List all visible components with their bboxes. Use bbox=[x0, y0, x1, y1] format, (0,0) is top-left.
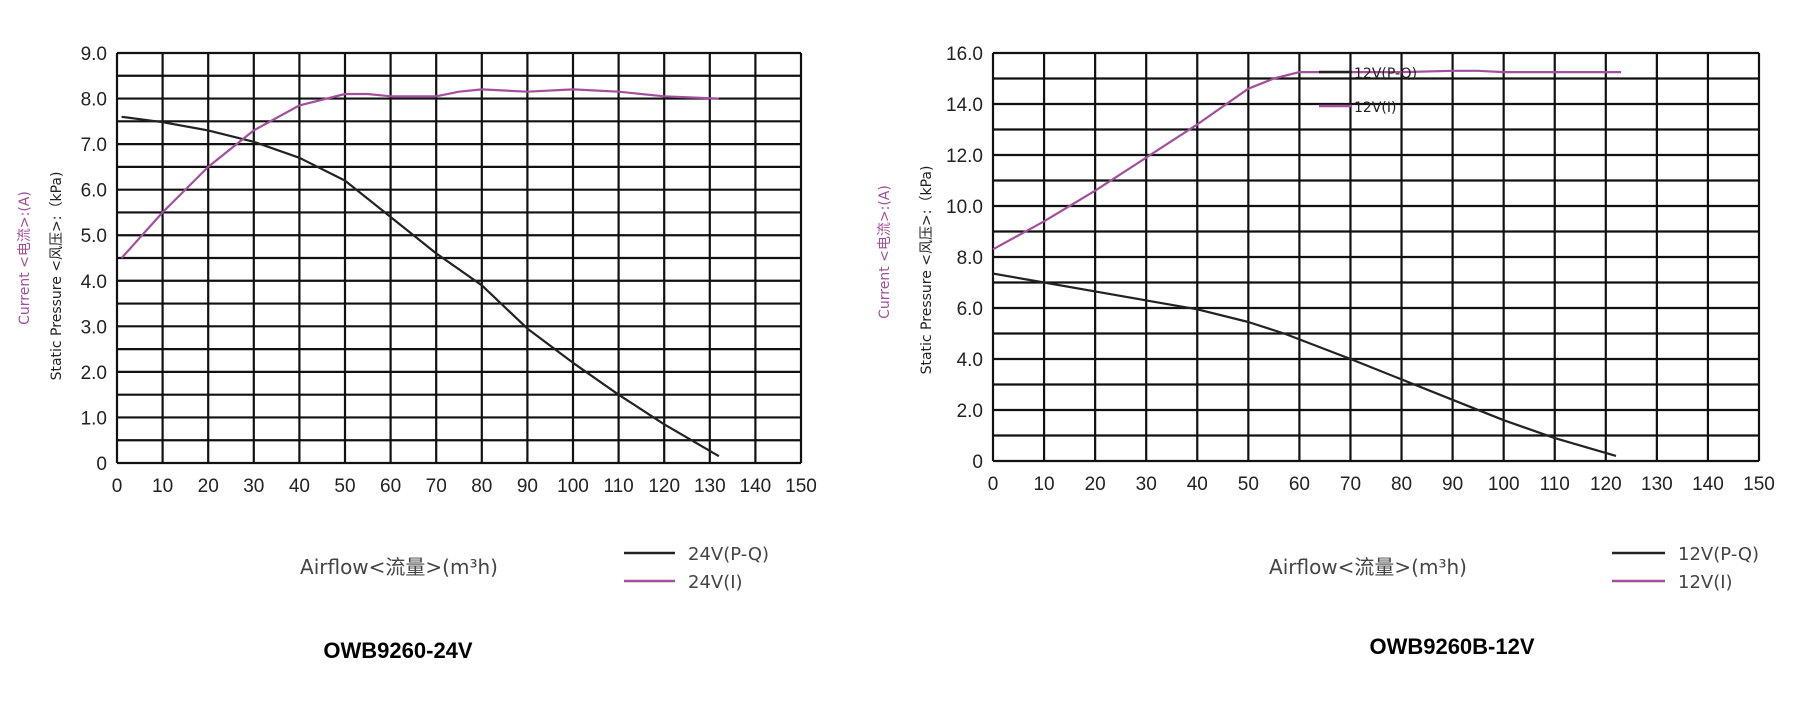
y-tick-label: 0 bbox=[96, 454, 107, 475]
y-tick-label: 4.0 bbox=[81, 272, 107, 293]
y-tick-label: 6.0 bbox=[81, 181, 107, 202]
inner-legend-label: 12V(I) bbox=[1354, 100, 1396, 116]
series-line-current bbox=[992, 69, 1622, 251]
y-axis-title-current: Current <电流>:(A) bbox=[877, 185, 893, 319]
chart-1: 0 10 20 30 40 50 60 70 80 90 100 110 120 130 140 150 0 1.… bbox=[17, 44, 817, 663]
y-tick-label: 9.0 bbox=[81, 44, 107, 65]
y-tick-label: 4.0 bbox=[957, 350, 983, 371]
y-tick-label: 0 bbox=[972, 452, 983, 473]
series-line-pressure bbox=[992, 272, 1617, 457]
x-tick-label: 70 bbox=[426, 476, 447, 497]
x-tick-label: 50 bbox=[1238, 474, 1259, 495]
x-axis-title: Airflow<流量>(m³h) bbox=[1269, 555, 1467, 579]
x-axis-title: Airflow<流量>(m³h) bbox=[300, 555, 498, 579]
x-tick-label: 120 bbox=[1590, 474, 1622, 495]
series-line-current bbox=[120, 88, 719, 259]
y-tick-label: 10.0 bbox=[946, 197, 983, 218]
x-tick-label: 90 bbox=[517, 476, 538, 497]
y-axis-title-pressure: Static Pressure <风压>:（kPa) bbox=[49, 172, 65, 381]
y-tick-label: 5.0 bbox=[81, 226, 107, 247]
x-tick-label: 50 bbox=[334, 476, 355, 497]
y-tick-label: 3.0 bbox=[81, 317, 107, 338]
grid bbox=[991, 51, 1761, 463]
x-tick-label: 110 bbox=[1540, 474, 1570, 495]
x-tick-label: 120 bbox=[648, 476, 680, 497]
x-tick-label: 10 bbox=[1033, 474, 1054, 495]
x-tick-label: 150 bbox=[785, 476, 817, 497]
x-tick-label: 130 bbox=[694, 476, 726, 497]
chart-title: OWB9260-24V bbox=[323, 638, 473, 663]
x-tick-label: 90 bbox=[1442, 474, 1463, 495]
x-tick-label: 30 bbox=[243, 476, 264, 497]
x-tick-label: 150 bbox=[1743, 474, 1775, 495]
x-tick-label: 100 bbox=[1488, 474, 1520, 495]
y-tick-label: 8.0 bbox=[81, 90, 107, 111]
x-tick-label: 0 bbox=[112, 476, 123, 497]
y-tick-label: 2.0 bbox=[957, 401, 983, 422]
x-tick-label: 20 bbox=[198, 476, 219, 497]
chart-2: 0 10 20 30 40 50 60 70 80 90 100 110 120 130 140 150 0 2.… bbox=[877, 44, 1775, 659]
legend-label: 24V(I) bbox=[688, 572, 743, 593]
y-tick-label: 1.0 bbox=[81, 408, 107, 429]
x-tick-label: 40 bbox=[289, 476, 310, 497]
legend-label: 12V(P-Q) bbox=[1678, 544, 1759, 565]
legend-label: 12V(I) bbox=[1678, 572, 1733, 593]
x-tick-label: 80 bbox=[471, 476, 492, 497]
x-tick-label: 140 bbox=[1692, 474, 1724, 495]
x-tick-label: 130 bbox=[1641, 474, 1673, 495]
y-tick-label: 7.0 bbox=[81, 135, 107, 156]
x-tick-label: 60 bbox=[1289, 474, 1310, 495]
x-tick-label: 10 bbox=[152, 476, 173, 497]
x-tick-label: 100 bbox=[557, 476, 589, 497]
x-tick-label: 80 bbox=[1391, 474, 1412, 495]
y-tick-label: 16.0 bbox=[946, 44, 983, 65]
y-axis-title-pressure: Static Pressure <风压>:（kPa) bbox=[919, 166, 935, 375]
x-tick-label: 40 bbox=[1187, 474, 1208, 495]
x-tick-label: 30 bbox=[1136, 474, 1157, 495]
x-tick-label: 70 bbox=[1340, 474, 1361, 495]
legend-label: 24V(P-Q) bbox=[688, 544, 769, 565]
grid bbox=[115, 51, 803, 465]
y-axis-title-current: Current <电流>:(A) bbox=[17, 191, 33, 325]
y-tick-label: 6.0 bbox=[957, 299, 983, 320]
x-tick-label: 0 bbox=[988, 474, 999, 495]
x-tick-label: 60 bbox=[380, 476, 401, 497]
series-line-pressure bbox=[121, 115, 720, 458]
x-tick-label: 110 bbox=[603, 476, 633, 497]
inner-legend-label: 12V(P-Q) bbox=[1354, 66, 1417, 82]
y-tick-label: 12.0 bbox=[946, 146, 983, 167]
x-tick-label: 20 bbox=[1085, 474, 1106, 495]
chart-title: OWB9260B-12V bbox=[1369, 634, 1534, 659]
y-tick-label: 14.0 bbox=[946, 95, 983, 116]
y-tick-label: 2.0 bbox=[81, 363, 107, 384]
x-tick-label: 140 bbox=[740, 476, 772, 497]
y-tick-label: 8.0 bbox=[957, 248, 983, 269]
